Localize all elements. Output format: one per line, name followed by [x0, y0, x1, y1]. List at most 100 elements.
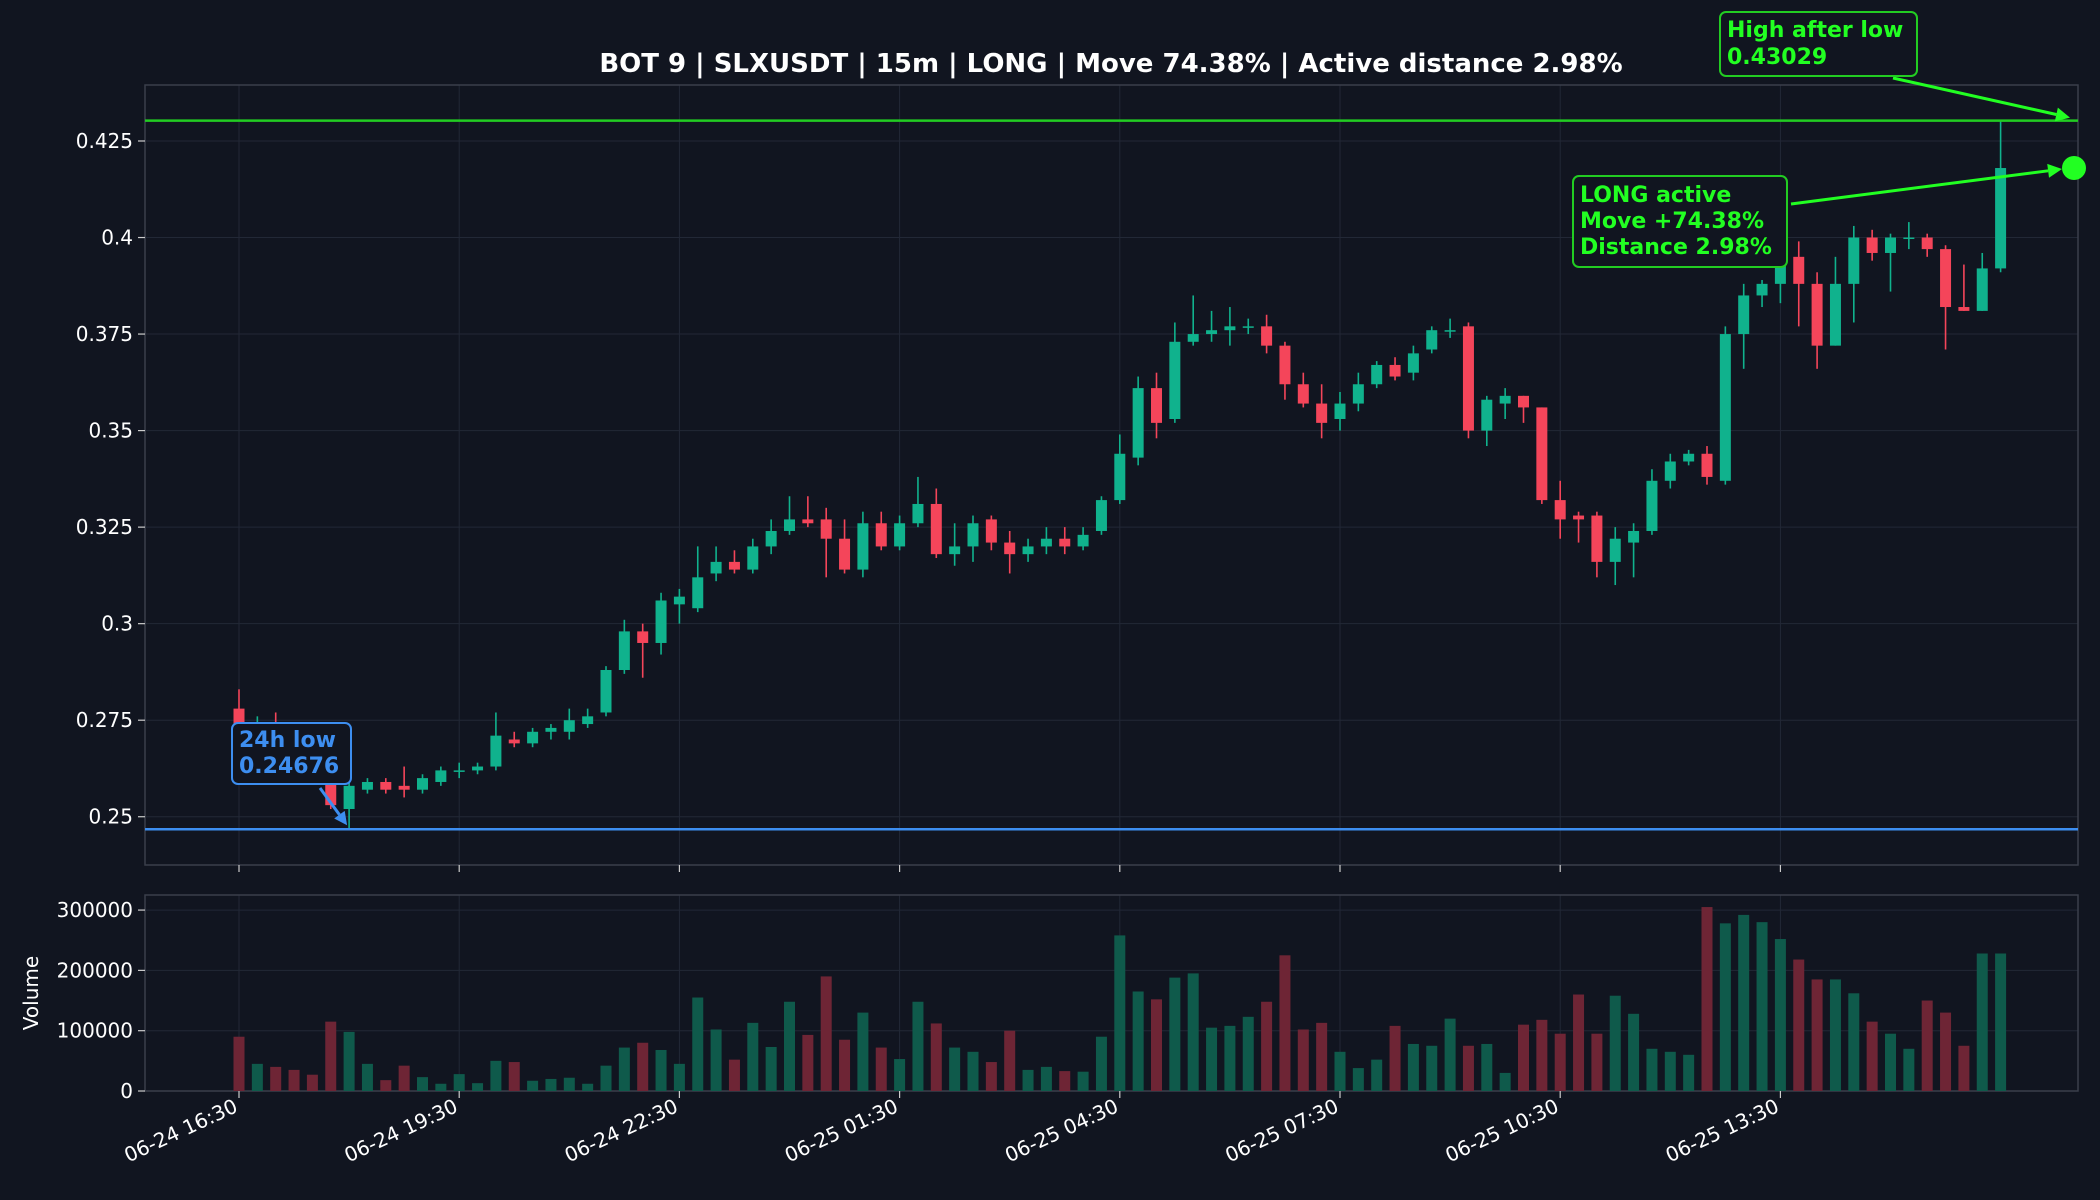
candle-body	[1316, 403, 1328, 423]
candle-body	[1756, 283, 1768, 296]
low-arrowhead	[334, 810, 348, 826]
candle-body	[1004, 542, 1016, 555]
active-position-marker	[2062, 156, 2086, 181]
volume-bar	[618, 1047, 630, 1091]
candle	[618, 619, 630, 674]
candle	[655, 592, 667, 655]
candle	[1885, 233, 1896, 292]
volume-bar	[765, 1046, 777, 1091]
candle-body	[1628, 530, 1640, 543]
candle-body	[1774, 256, 1786, 284]
volume-bar	[1609, 995, 1621, 1091]
candle	[1334, 391, 1346, 431]
candle-body	[1040, 538, 1052, 547]
active-annotation-arrow	[1790, 169, 2049, 206]
volume-bar	[985, 1062, 997, 1091]
high-annotation: High after low 0.43029	[1719, 11, 2070, 122]
candle-body	[1077, 534, 1089, 547]
volume-bar	[1352, 1068, 1364, 1091]
volume-bar	[1316, 1022, 1328, 1091]
volume-bar	[1628, 1013, 1640, 1091]
volume-bar	[1829, 979, 1841, 1091]
candle	[912, 476, 924, 528]
candle	[1316, 384, 1328, 439]
candle	[417, 774, 428, 794]
volume-bar	[1059, 1071, 1071, 1091]
high-annotation-arrow	[1892, 76, 2057, 116]
candle	[1279, 341, 1291, 400]
volume-bar	[1040, 1066, 1052, 1091]
candle-body	[1518, 395, 1529, 408]
volume-bar	[1738, 914, 1750, 1091]
candle-body	[1334, 403, 1346, 420]
volume-bar	[288, 1069, 300, 1091]
candle-body	[839, 538, 851, 570]
volume-bar	[1554, 1033, 1566, 1091]
volume-bar	[1187, 973, 1199, 1091]
price-tick-label: 0.25	[88, 805, 133, 829]
volume-bar	[508, 1062, 520, 1091]
candle-body	[1059, 538, 1071, 547]
candle-body	[380, 781, 392, 790]
candle	[1004, 530, 1016, 574]
volume-tick-label: 200000	[57, 958, 133, 982]
volume-bar	[1261, 1001, 1273, 1091]
volume-bar	[325, 1021, 337, 1091]
candle-body	[1169, 341, 1181, 420]
candle	[1132, 376, 1144, 466]
volume-bar	[1371, 1059, 1383, 1091]
candle-body	[1591, 515, 1603, 562]
candle-body	[949, 546, 961, 555]
volume-bar	[1022, 1069, 1034, 1091]
candle-body	[1866, 237, 1878, 253]
candle-body	[1261, 326, 1273, 346]
price-tick-label: 0.3	[101, 612, 133, 636]
volume-bar	[1536, 1019, 1548, 1091]
volume-bar	[802, 1034, 814, 1091]
volume-bar	[1683, 1054, 1695, 1091]
volume-bar	[1206, 1027, 1218, 1091]
candle-body	[1297, 384, 1309, 404]
candle-body	[1811, 283, 1823, 346]
volume-bar	[1518, 1024, 1529, 1091]
candle-body	[1738, 295, 1750, 335]
volume-bar	[1462, 1045, 1474, 1091]
volume-bar	[894, 1059, 906, 1091]
candle-body	[398, 785, 410, 790]
volume-bar	[728, 1059, 740, 1091]
volume-bar	[1646, 1048, 1658, 1091]
low-annotation-title: 24h low	[239, 728, 336, 753]
candle	[1903, 222, 1915, 250]
active-annotation-box	[1572, 175, 1788, 268]
high-arrowhead	[2054, 107, 2070, 122]
candle-body	[1554, 500, 1566, 520]
candle	[398, 766, 410, 798]
volume-bar	[1297, 1029, 1309, 1091]
candle-body	[527, 731, 539, 744]
candle-body	[820, 519, 832, 539]
candle	[1793, 241, 1805, 327]
candle-body	[1095, 500, 1107, 531]
volume-bar	[1793, 959, 1805, 1091]
candle-body	[1114, 453, 1126, 501]
candle	[1573, 511, 1585, 543]
candle-body	[673, 596, 685, 605]
volume-bar	[1921, 1000, 1933, 1091]
volume-bar	[1701, 907, 1713, 1091]
volume-bar	[637, 1042, 649, 1091]
candle	[1609, 527, 1621, 586]
candle-body	[637, 631, 649, 643]
candle-body	[618, 631, 630, 670]
candle	[1664, 453, 1676, 489]
price-tick-label: 0.425	[76, 129, 133, 153]
volume-bar	[453, 1074, 465, 1091]
candle	[1426, 326, 1438, 354]
candle-body	[1995, 168, 2007, 269]
volume-bar	[490, 1060, 502, 1091]
candle-body	[453, 770, 465, 772]
candle-body	[1481, 399, 1493, 431]
volume-bar	[1976, 953, 1988, 1091]
volume-bar	[270, 1066, 282, 1091]
volume-bar	[1664, 1051, 1676, 1091]
candle	[1683, 449, 1695, 466]
